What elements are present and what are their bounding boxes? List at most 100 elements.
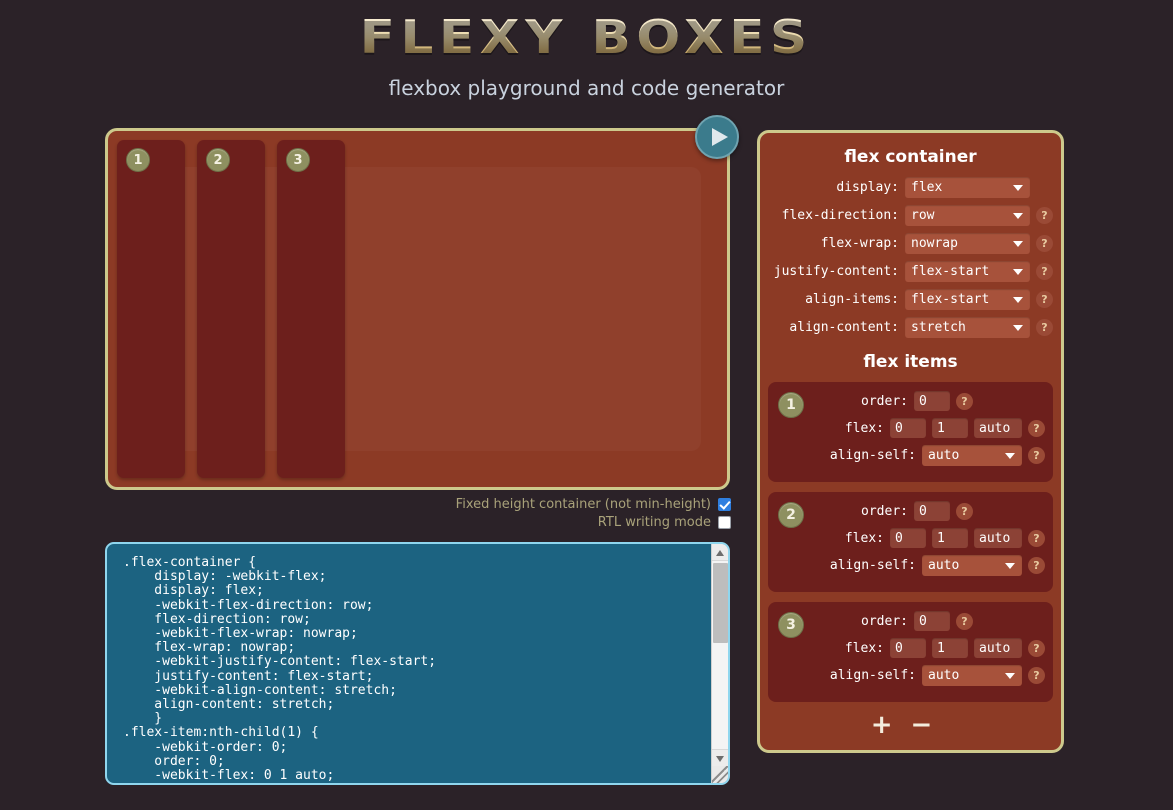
scroll-down-arrow-icon[interactable] [712,749,728,766]
flex-item-card: 1 order: ? flex: ? align-self: auto [768,382,1053,482]
scrollbar-thumb[interactable] [713,563,728,643]
chevron-down-icon [1013,185,1023,191]
help-icon-align-self[interactable]: ? [1028,667,1045,684]
item-order-row: order: ? [776,611,1045,631]
flex-item-badge: 1 [778,392,804,418]
help-icon-align-self[interactable]: ? [1028,557,1045,574]
align-self-label: align-self: [829,448,916,463]
flex-shrink-input[interactable] [932,418,968,438]
page-subtitle: flexbox playground and code generator [388,76,785,100]
flex-direction-select[interactable]: row [905,205,1030,226]
align-self-select[interactable]: auto [922,445,1022,466]
flex-grow-input[interactable] [890,418,926,438]
page-title: FLEXY BOXES [359,10,814,64]
help-icon-flex-direction[interactable]: ? [1036,207,1053,224]
prop-align-items: align-items: flex-start ? [768,289,1053,310]
align-items-select[interactable]: flex-start [905,289,1030,310]
code-scrollbar[interactable] [711,544,728,783]
help-icon-order[interactable]: ? [956,502,973,520]
resize-grip-icon[interactable] [712,766,728,783]
preview-options: Fixed height container (not min-height) … [105,497,735,530]
order-label: order: [861,613,908,629]
spacer: ? [1036,179,1053,196]
option-fixed-height: Fixed height container (not min-height) [105,497,731,512]
help-icon-justify-content[interactable]: ? [1036,263,1053,280]
option-rtl-label: RTL writing mode [597,515,711,530]
item-flex-row: flex: ? [776,638,1045,658]
left-column: 1 2 3 Fixed height container (not min-he… [105,115,739,785]
flex-basis-input[interactable] [974,638,1022,658]
order-label: order: [861,393,908,409]
flex-label: flex: [844,420,884,436]
item-align-self-row: align-self: auto ? [776,665,1045,686]
align-content-select[interactable]: stretch [905,317,1030,338]
flex-grow-input[interactable] [890,638,926,658]
play-button[interactable] [695,115,739,159]
display-select[interactable]: flex [905,177,1030,198]
item-order-row: order: ? [776,391,1045,411]
align-self-select-value: auto [928,558,960,573]
help-icon-flex[interactable]: ? [1028,639,1045,657]
flex-container-preview: 1 2 3 [117,140,718,478]
chevron-down-icon [1013,269,1023,275]
justify-content-select[interactable]: flex-start [905,261,1030,282]
preview-item-badge: 1 [126,148,150,172]
order-input[interactable] [914,611,950,631]
preview-flex-item[interactable]: 2 [197,140,265,478]
flex-wrap-select[interactable]: nowrap [905,233,1030,254]
fixed-height-checkbox[interactable] [718,498,731,511]
remove-item-button[interactable]: − [910,710,951,740]
add-item-button[interactable]: + [870,710,911,740]
prop-align-content-label: align-content: [789,320,899,335]
align-self-select[interactable]: auto [922,665,1022,686]
help-icon-order[interactable]: ? [956,612,973,630]
flex-direction-select-value: row [911,208,935,223]
option-rtl: RTL writing mode [105,515,731,530]
help-icon-flex[interactable]: ? [1028,529,1045,547]
flex-preview-container: 1 2 3 [105,115,739,490]
item-order-row: order: ? [776,501,1045,521]
chevron-down-icon [1013,241,1023,247]
flex-basis-input[interactable] [974,528,1022,548]
prop-align-content: align-content: stretch ? [768,317,1053,338]
help-icon-align-items[interactable]: ? [1036,291,1053,308]
preview-item-badge: 3 [286,148,310,172]
help-icon-order[interactable]: ? [956,392,973,410]
flex-item-badge: 3 [778,612,804,638]
rtl-checkbox[interactable] [718,516,731,529]
flex-container-heading: flex container [844,147,977,167]
add-remove-controls: +− [768,712,1053,738]
preview-item-badge: 2 [206,148,230,172]
align-self-select[interactable]: auto [922,555,1022,576]
help-icon-flex[interactable]: ? [1028,419,1045,437]
flex-shrink-input[interactable] [932,528,968,548]
flex-item-badge: 2 [778,502,804,528]
flex-shrink-input[interactable] [932,638,968,658]
preview-flex-item[interactable]: 1 [117,140,185,478]
help-icon-align-content[interactable]: ? [1036,319,1053,336]
prop-justify-content: justify-content: flex-start ? [768,261,1053,282]
flex-item-card: 3 order: ? flex: ? align-self: auto [768,602,1053,702]
preview-flex-item[interactable]: 3 [277,140,345,478]
flex-basis-input[interactable] [974,418,1022,438]
option-fixed-height-label: Fixed height container (not min-height) [455,497,711,512]
align-content-select-value: stretch [911,320,966,335]
chevron-down-icon [1013,325,1023,331]
help-icon-flex-wrap[interactable]: ? [1036,235,1053,252]
flex-grow-input[interactable] [890,528,926,548]
prop-display-label: display: [836,180,899,195]
prop-flex-direction: flex-direction: row ? [768,205,1053,226]
flex-items-heading: flex items [863,352,958,372]
generated-code-panel[interactable]: .flex-container { display: -webkit-flex;… [105,542,730,785]
help-icon-align-self[interactable]: ? [1028,447,1045,464]
scroll-up-arrow-icon[interactable] [712,544,728,561]
prop-justify-content-label: justify-content: [773,264,899,279]
chevron-down-icon [1013,213,1023,219]
order-input[interactable] [914,391,950,411]
align-items-select-value: flex-start [911,292,990,307]
display-select-value: flex [911,180,943,195]
order-input[interactable] [914,501,950,521]
align-self-label: align-self: [829,558,916,573]
item-flex-row: flex: ? [776,528,1045,548]
